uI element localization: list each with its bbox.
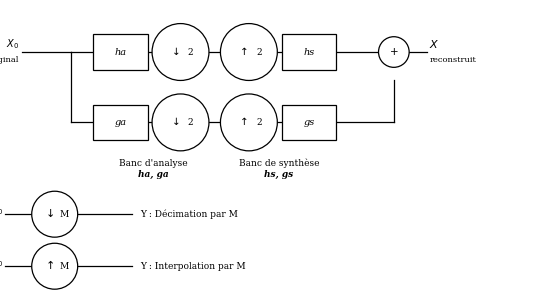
Text: 2: 2 [188, 47, 193, 57]
Text: $X_0$: $X_0$ [0, 255, 3, 269]
Text: Banc de synthèse: Banc de synthèse [238, 159, 319, 169]
Ellipse shape [152, 94, 209, 151]
Text: $X$: $X$ [429, 38, 440, 50]
Text: ga: ga [114, 118, 126, 127]
Text: 2: 2 [188, 118, 193, 127]
Text: ha, ga: ha, ga [138, 170, 168, 179]
Text: gs: gs [304, 118, 315, 127]
Ellipse shape [220, 24, 277, 80]
Text: ↓: ↓ [172, 47, 181, 57]
Text: Banc d'analyse: Banc d'analyse [119, 159, 188, 168]
Text: ↑: ↑ [240, 118, 249, 127]
Text: ↓: ↓ [172, 118, 181, 127]
Text: M: M [59, 210, 68, 219]
Ellipse shape [152, 24, 209, 80]
Text: ↑: ↑ [240, 47, 249, 57]
Bar [282, 105, 336, 140]
Text: ha: ha [114, 47, 126, 57]
Text: hs: hs [304, 47, 315, 57]
Text: Original: Original [0, 56, 19, 64]
Bar [282, 35, 336, 70]
Text: M: M [59, 262, 68, 271]
Text: $X_0$: $X_0$ [0, 203, 3, 217]
Text: Y : Décimation par M: Y : Décimation par M [141, 209, 238, 219]
Ellipse shape [32, 243, 78, 289]
Ellipse shape [220, 94, 277, 151]
Text: hs, gs: hs, gs [264, 170, 294, 179]
Bar [93, 105, 148, 140]
Ellipse shape [32, 191, 78, 237]
Text: Y : Interpolation par M: Y : Interpolation par M [141, 262, 246, 271]
Text: reconstruit: reconstruit [429, 56, 476, 64]
Text: 2: 2 [256, 47, 261, 57]
Text: 2: 2 [256, 118, 261, 127]
Bar [93, 35, 148, 70]
Ellipse shape [379, 37, 409, 67]
Text: ↓: ↓ [45, 209, 55, 219]
Text: +: + [389, 47, 398, 57]
Text: $X_0$: $X_0$ [6, 37, 19, 51]
Text: ↑: ↑ [45, 261, 55, 271]
